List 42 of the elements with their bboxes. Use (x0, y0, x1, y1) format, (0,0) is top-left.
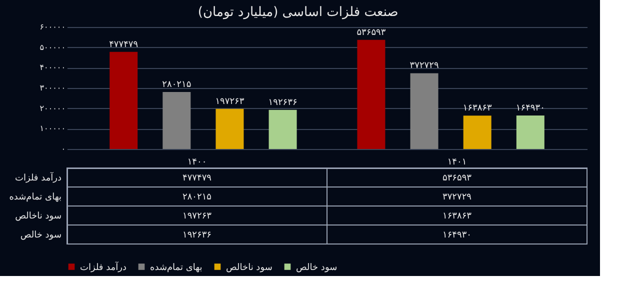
data-label: ۱۹۷۲۶۳ (182, 212, 212, 222)
legend-label: بهای تمام‌شده (150, 262, 202, 273)
data-label: ۳۷۲۷۲۹ (442, 192, 472, 202)
y-tick-label: ۳۰۰۰۰۰ (40, 84, 66, 92)
text: سود خالص (20, 230, 62, 240)
bar (357, 40, 386, 149)
bar (268, 110, 297, 149)
legend-label: سود ناخالص (226, 262, 272, 273)
y-tick-label: ۱۰۰۰۰۰ (40, 124, 66, 134)
text: سود ناخالص (15, 212, 62, 222)
text: ۱۶۳۸۶۳ (462, 104, 492, 114)
y-tick-label: ۵۰۰۰۰۰ (40, 42, 66, 52)
y-tick-label: ۴۰۰۰۰۰ (40, 63, 66, 72)
y-tick-label: ۶۰۰۰۰۰ (40, 22, 66, 32)
text: ۱۹۲۶۳۶ (268, 98, 298, 108)
data-label: ۵۳۶۵۹۳ (442, 174, 472, 184)
bar (110, 52, 138, 149)
legend-label: سود خالص (296, 262, 338, 273)
text: ۳۷۲۷۲۹ (410, 61, 439, 72)
y-tick-label: ۰ (61, 144, 66, 154)
text: ۱۹۷۲۶۳ (215, 96, 244, 107)
text: درآمد فلزات (15, 174, 62, 184)
x-tick-label: ۱۴۰۰ (187, 158, 207, 168)
bar (516, 115, 544, 149)
bar (463, 116, 492, 149)
bar (410, 73, 438, 149)
x-tick-label: ۱۴۰۱ (447, 158, 467, 168)
bar (162, 92, 191, 149)
data-label: ۴۷۷۴۷۹ (182, 174, 212, 184)
text: ۴۷۷۴۷۹ (109, 40, 138, 50)
text: ۵۳۶۵۹۳ (356, 28, 386, 38)
text: ۲۸۰۲۱۵ (162, 80, 192, 90)
chart-title: صنعت فلزات اساسی (میلیارد تومان) (198, 5, 398, 20)
data-label: ۱۶۴۹۳۰ (442, 230, 472, 240)
text: بهای تمام‌شده (9, 192, 62, 202)
data-label: ۱۹۲۶۳۶ (182, 230, 212, 240)
legend-label: درآمد فلزات (80, 260, 126, 273)
data-label: ۲۸۰۲۱۵ (182, 192, 212, 202)
data-label: ۱۶۳۸۶۳ (442, 212, 472, 222)
y-tick-label: ۲۰۰۰۰۰ (40, 104, 66, 113)
bar (216, 108, 244, 149)
text: ۱۶۴۹۳۰ (516, 103, 545, 114)
